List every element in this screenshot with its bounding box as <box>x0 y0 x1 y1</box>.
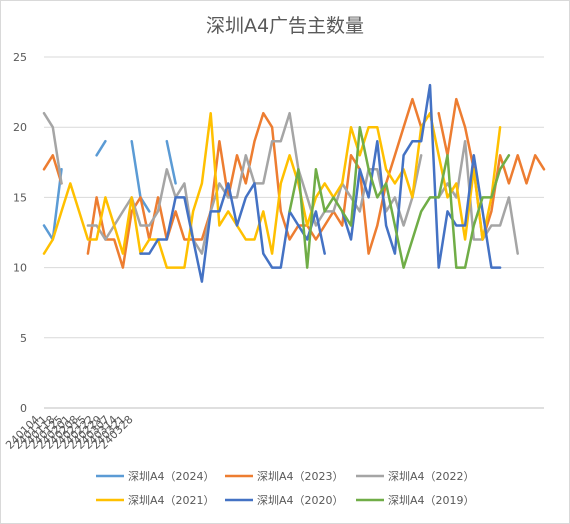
gridlines <box>44 56 544 409</box>
y-tick-label: 20 <box>13 121 27 134</box>
y-tick-label: 25 <box>13 51 27 64</box>
legend-item: 深圳A4（2022） <box>356 470 475 483</box>
series-6 <box>288 125 511 269</box>
legend-item: 深圳A4（2019） <box>356 494 475 507</box>
legend-item: 深圳A4（2020） <box>225 494 344 507</box>
chart-title: 深圳A4广告主数量 <box>206 15 364 37</box>
series-line <box>86 97 423 269</box>
series-line <box>139 182 326 283</box>
y-tick-label: 0 <box>20 402 27 415</box>
y-tick-label: 10 <box>13 262 27 275</box>
series-line <box>340 83 502 269</box>
legend-label: 深圳A4（2021） <box>128 494 215 507</box>
legend-label: 深圳A4（2022） <box>388 470 475 483</box>
legend-label: 深圳A4（2019） <box>388 494 475 507</box>
legend-label: 深圳A4（2024） <box>128 470 215 483</box>
series-line <box>288 125 511 269</box>
legend-label: 深圳A4（2023） <box>257 470 344 483</box>
series-2 <box>42 97 546 269</box>
series-lines <box>42 83 546 283</box>
series-5 <box>139 83 502 283</box>
legend-item: 深圳A4（2023） <box>225 470 344 483</box>
series-line <box>42 111 63 185</box>
series-line <box>437 97 546 241</box>
legend: 深圳A4（2024） 深圳A4（2023） 深圳A4（2022） 深圳A4（2021）… <box>96 470 475 507</box>
y-tick-label: 5 <box>20 332 27 345</box>
series-line <box>42 154 63 185</box>
legend-item: 深圳A4（2024） <box>96 470 215 483</box>
series-line <box>165 139 177 185</box>
legend-item: 深圳A4（2021） <box>96 494 215 507</box>
legend-label: 深圳A4（2020） <box>257 494 344 507</box>
y-tick-label: 15 <box>13 191 27 204</box>
y-axis-ticks: 0 5 10 15 20 25 <box>13 51 27 415</box>
series-line <box>95 139 107 157</box>
